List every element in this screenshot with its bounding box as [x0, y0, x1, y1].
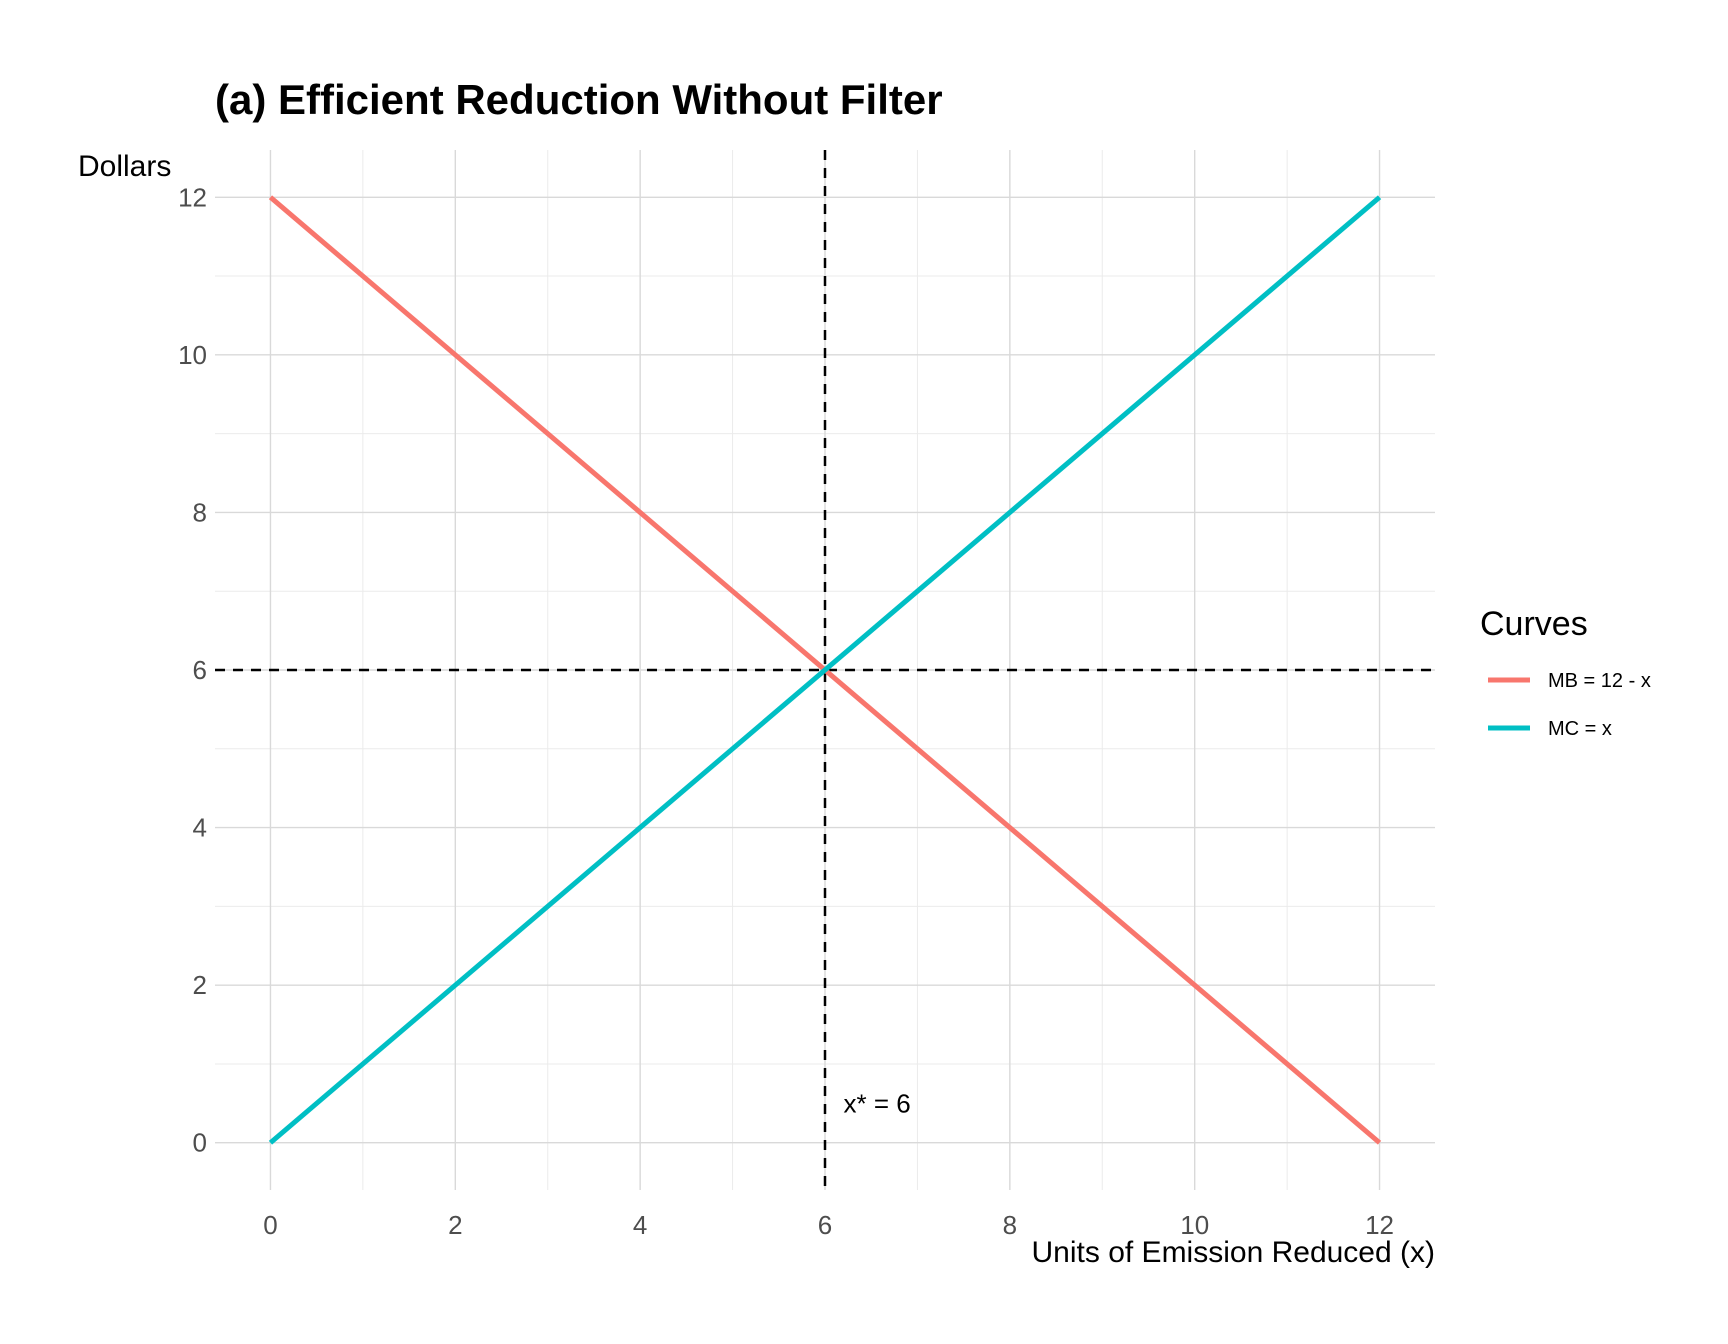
annotations: x* = 6 [843, 1088, 910, 1118]
x-axis-title: Units of Emission Reduced (x) [1032, 1236, 1435, 1269]
annotation-label: x* = 6 [843, 1088, 910, 1118]
legend: Curves MB = 12 - x MC = x [1480, 605, 1651, 740]
y-tick-label: 4 [193, 813, 207, 843]
y-tick-label: 6 [193, 655, 207, 685]
legend-label: MB = 12 - x [1548, 670, 1651, 692]
series-line-mc [268, 195, 1382, 1145]
x-tick-label: 8 [1003, 1210, 1017, 1240]
legend-label: MC = x [1548, 718, 1612, 740]
y-tick-label: 10 [178, 340, 207, 370]
tick-labels: 0 2 4 6 8 10 12 0 2 4 6 8 10 12 [178, 182, 1394, 1240]
y-tick-label: 12 [178, 182, 207, 212]
x-tick-label: 4 [633, 1210, 647, 1240]
y-axis-title: Dollars [78, 150, 171, 183]
series [268, 195, 1382, 1145]
x-tick-label: 0 [263, 1210, 277, 1240]
y-tick-label: 0 [193, 1128, 207, 1158]
x-tick-label: 12 [1365, 1210, 1394, 1240]
y-tick-label: 8 [193, 497, 207, 527]
x-tick-label: 10 [1180, 1210, 1209, 1240]
y-tick-label: 2 [193, 970, 207, 1000]
legend-title: Curves [1480, 605, 1588, 643]
chart-title: (a) Efficient Reduction Without Filter [215, 76, 943, 123]
x-tick-label: 6 [818, 1210, 832, 1240]
reference-lines [215, 150, 1435, 1190]
x-tick-label: 2 [448, 1210, 462, 1240]
